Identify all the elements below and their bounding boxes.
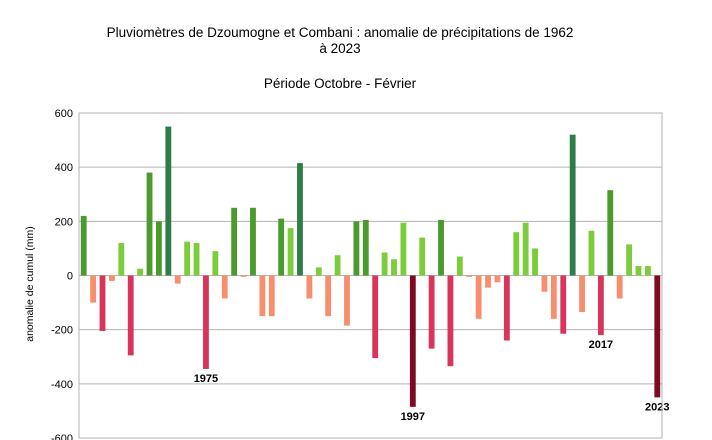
bar-1968 [137,268,144,276]
bar-2008 [513,232,520,276]
bar-1999 [428,275,435,349]
bar-2011 [541,275,548,292]
y-tick-label: 200 [55,216,73,228]
bar-2007 [503,275,510,341]
bar-2014 [569,134,576,276]
annotation-1997: 1997 [401,411,425,423]
bar-1985 [297,163,303,276]
bar-2023 [654,275,661,398]
bar-1973 [184,241,191,276]
bar-1982 [268,275,275,317]
bar-2003 [466,275,473,277]
y-tick-label: 400 [55,162,73,174]
annotation-2023: 2023 [645,401,669,413]
bar-1975 [203,275,209,369]
bar-1965 [108,275,115,281]
bar-1987 [315,267,322,276]
bar-1962 [80,215,87,276]
bar-2009 [522,222,529,276]
y-tick-label: -400 [51,379,73,391]
bar-1989 [334,255,341,276]
bar-1993 [372,275,379,359]
bar-2015 [579,275,585,313]
bar-1992 [362,219,369,276]
bars [80,126,661,407]
bar-1966 [118,243,125,276]
bar-1994 [381,252,388,276]
y-tick-label: 600 [55,108,73,120]
bar-2017 [597,275,604,336]
annotation-1975: 1975 [194,373,218,385]
bar-2010 [532,248,538,276]
bar-1979 [240,275,247,277]
bar-1970 [156,221,162,276]
bar-annotations: 1975 1997 2017 2023 [194,339,670,423]
bar-2020 [626,244,633,276]
bar-2021 [635,266,642,276]
bar-2001 [447,275,454,367]
bar-1980 [250,207,256,276]
bar-1998 [419,237,426,276]
bar-2022 [644,266,651,276]
bar-1996 [400,222,407,276]
bar-2018 [607,190,614,276]
bar-1983 [278,218,285,276]
bar-1990 [344,275,350,326]
chart-subtitle: Période Octobre - Février [264,76,417,91]
y-tick-label: -600 [51,433,73,440]
bar-1963 [90,275,97,303]
bar-1971 [165,126,172,276]
bar-1967 [127,275,134,356]
plot-frame [78,112,663,439]
bar-1978 [231,207,238,276]
bar-2019 [616,275,623,299]
chart-title-line-2: à 2023 [319,41,360,56]
bar-1977 [221,275,228,299]
bar-1974 [193,243,200,276]
annotation-2017: 2017 [589,339,613,351]
y-axis-label: anomalie de cumul (mm) [24,226,36,342]
bar-2004 [475,275,482,319]
y-tick-label: 0 [67,271,73,283]
bar-2012 [550,275,557,319]
bar-1976 [212,251,219,276]
bar-1991 [353,221,360,276]
bar-2005 [485,275,491,288]
bar-1972 [174,275,181,284]
bar-1969 [146,172,153,276]
bar-1984 [287,228,294,276]
bar-2006 [494,275,501,283]
bar-2016 [588,230,595,276]
bar-1981 [259,275,266,317]
chart-title-line-1: Pluviomètres de Dzoumogne et Combani : a… [107,25,574,40]
bar-2000 [438,219,444,276]
bar-1986 [306,275,313,299]
y-tick-label: -200 [51,325,73,337]
bar-2013 [560,275,567,334]
bar-1988 [325,275,332,317]
y-tick-labels: 600 400 200 0 -200 -400 -600 [51,108,73,440]
bar-1964 [99,275,106,332]
bar-1997 [409,275,416,407]
bar-2002 [456,256,463,276]
bar-1995 [391,259,397,276]
